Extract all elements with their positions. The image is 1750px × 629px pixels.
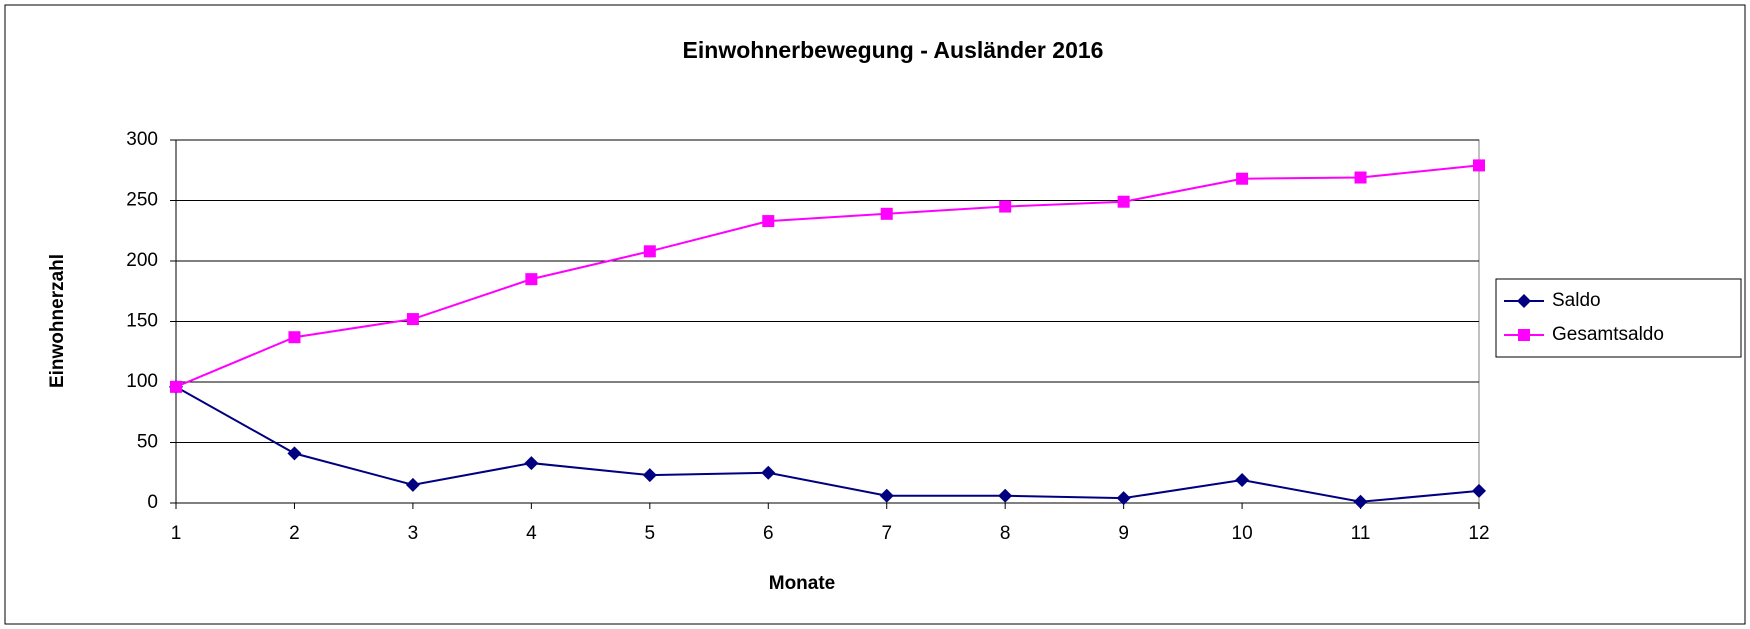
x-axis-label: Monate <box>769 573 836 594</box>
marker <box>524 456 539 471</box>
legend-label: Saldo <box>1552 290 1601 311</box>
x-tick-label: 9 <box>1118 523 1129 544</box>
y-tick-label: 250 <box>126 190 158 211</box>
x-tick-label: 3 <box>408 523 419 544</box>
y-tick-label: 200 <box>126 250 158 271</box>
marker <box>288 331 301 344</box>
marker <box>1473 159 1485 172</box>
marker <box>999 200 1012 213</box>
series-line <box>175 385 1480 503</box>
x-tick-label: 6 <box>763 523 774 544</box>
y-tick-label: 0 <box>147 492 158 513</box>
x-tick-label: 12 <box>1468 523 1489 544</box>
marker <box>762 215 775 228</box>
marker <box>1354 171 1367 184</box>
x-tick-label: 8 <box>1000 523 1011 544</box>
marker <box>1235 473 1250 488</box>
x-tick-label: 11 <box>1351 523 1371 544</box>
marker <box>405 477 420 492</box>
legend-box <box>1495 278 1742 358</box>
x-tick-label: 4 <box>526 523 537 544</box>
y-tick-label: 150 <box>126 311 158 332</box>
marker <box>1353 494 1368 509</box>
marker <box>525 273 538 286</box>
x-tick-label: 1 <box>171 523 182 544</box>
marker <box>1116 491 1131 506</box>
marker <box>1236 172 1249 185</box>
marker <box>406 313 419 326</box>
marker <box>170 380 182 393</box>
y-tick-label: 300 <box>126 129 158 150</box>
marker <box>879 488 894 503</box>
marker <box>880 207 893 220</box>
marker <box>1518 329 1530 341</box>
marker <box>1472 483 1486 498</box>
y-tick-label: 100 <box>126 371 158 392</box>
x-tick-label: 7 <box>881 523 892 544</box>
marker <box>642 468 657 483</box>
series-line <box>175 164 1480 388</box>
legend-label: Gesamtsaldo <box>1552 324 1664 345</box>
marker <box>1117 195 1130 208</box>
chart-title: Einwohnerbewegung - Ausländer 2016 <box>683 37 1104 63</box>
x-tick-label: 5 <box>645 523 656 544</box>
x-tick-label: 2 <box>289 523 300 544</box>
y-axis-label: Einwohnerzahl <box>47 254 68 388</box>
y-tick-label: 50 <box>137 432 158 453</box>
marker <box>643 245 656 258</box>
marker <box>761 465 776 480</box>
marker <box>287 446 302 461</box>
x-tick-label: 10 <box>1232 523 1253 544</box>
marker <box>998 488 1013 503</box>
marker <box>1517 294 1531 308</box>
